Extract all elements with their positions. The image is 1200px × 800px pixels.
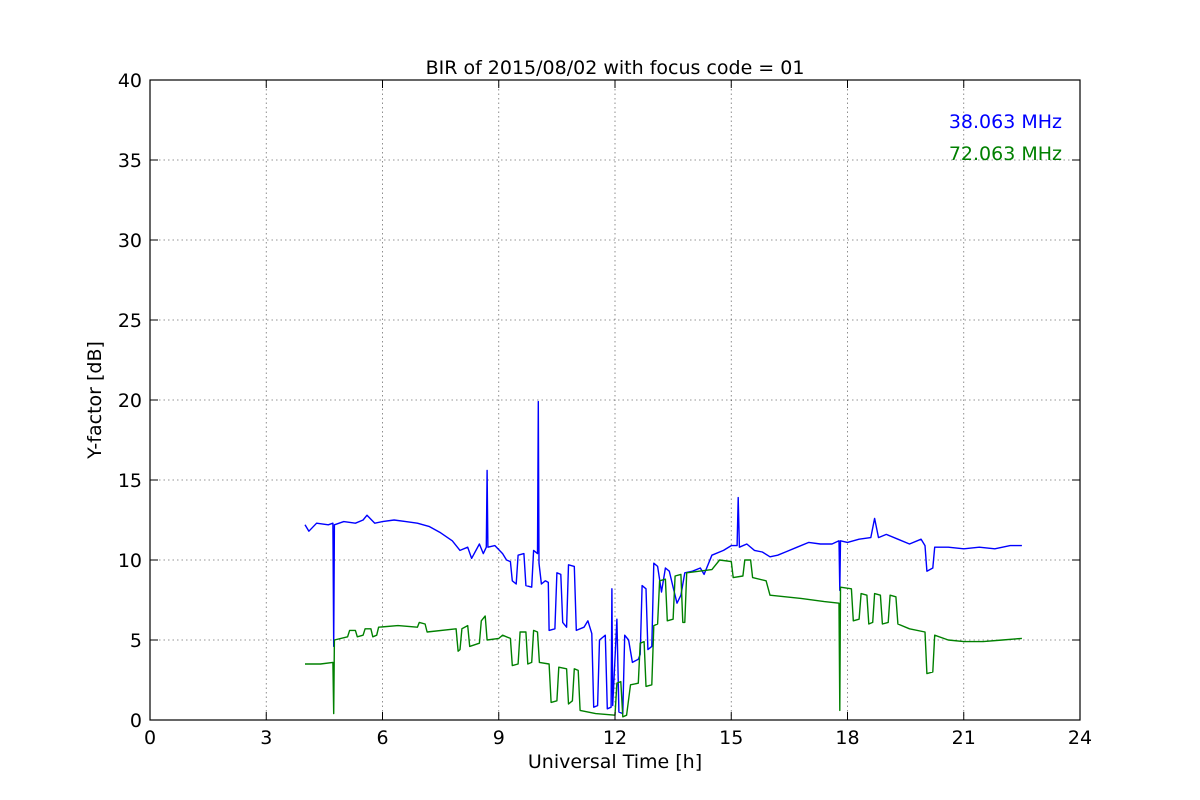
y-tick-label: 10: [118, 550, 142, 572]
legend: 38.063 MHz 72.063 MHz: [949, 111, 1062, 165]
x-tick-label: 3: [260, 727, 272, 749]
y-tick-labels: 0 5 10 15 20 25 30 35 40: [118, 70, 142, 732]
legend-entry: 72.063 MHz: [949, 143, 1062, 165]
y-tick-label: 25: [118, 310, 142, 332]
y-tick-label: 0: [130, 710, 142, 732]
y-tick-label: 20: [118, 390, 142, 412]
x-tick-label: 21: [952, 727, 976, 749]
grid: [149, 79, 1081, 721]
y-tick-label: 5: [130, 630, 142, 652]
series-layer: [304, 400, 1022, 718]
x-tick-label: 24: [1068, 727, 1092, 749]
x-tick-label: 12: [603, 727, 627, 749]
series-line-72-063-mhz: [305, 559, 1022, 718]
x-tick-label: 6: [376, 727, 388, 749]
x-tick-labels: 0 3 6 9 12 15 18 21 24: [144, 727, 1092, 749]
series-line-38-063-mhz: [304, 400, 1022, 715]
x-tick-label: 9: [493, 727, 505, 749]
y-tick-label: 40: [118, 70, 142, 92]
y-tick-label: 35: [118, 150, 142, 172]
ticks: [149, 79, 1081, 721]
x-axis-label: Universal Time [h]: [528, 751, 702, 773]
legend-entry: 38.063 MHz: [949, 111, 1062, 133]
y-axis-label: Y-factor [dB]: [84, 341, 106, 460]
y-tick-label: 30: [118, 230, 142, 252]
x-tick-label: 0: [144, 727, 156, 749]
chart-title: BIR of 2015/08/02 with focus code = 01: [426, 57, 805, 79]
x-tick-label: 18: [835, 727, 859, 749]
y-tick-label: 15: [118, 470, 142, 492]
x-tick-label: 15: [719, 727, 743, 749]
